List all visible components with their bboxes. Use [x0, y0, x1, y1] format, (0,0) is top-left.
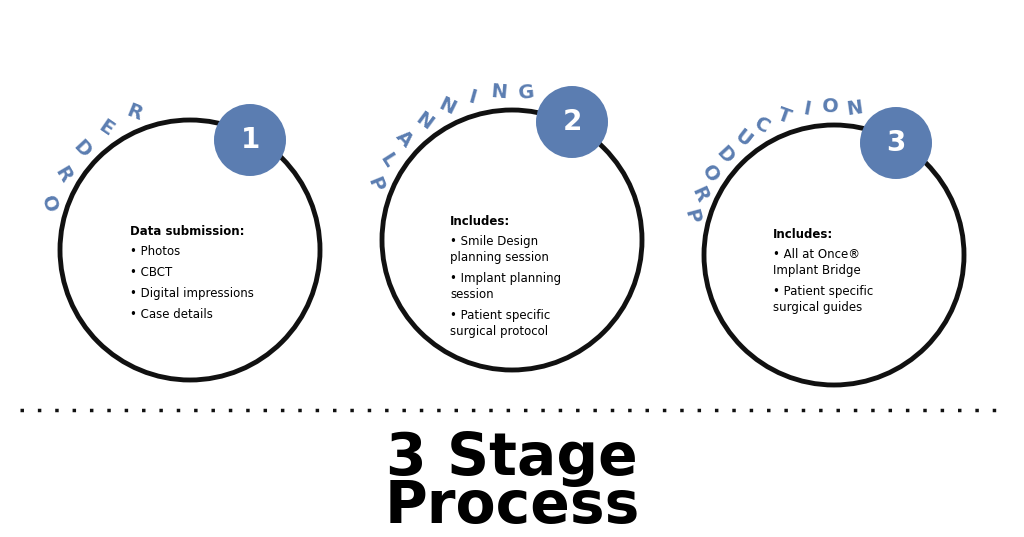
Text: 3 Stage: 3 Stage: [386, 430, 638, 487]
Text: L: L: [376, 150, 398, 171]
Text: P: P: [680, 207, 702, 226]
Text: Data submission:: Data submission:: [130, 225, 245, 238]
Text: I: I: [467, 88, 478, 107]
Text: I: I: [802, 99, 812, 120]
Text: E: E: [95, 117, 117, 140]
Circle shape: [214, 104, 286, 176]
Circle shape: [536, 86, 608, 158]
Text: R: R: [50, 164, 75, 186]
Circle shape: [860, 107, 932, 179]
Text: N: N: [412, 108, 436, 134]
Text: D: D: [713, 142, 737, 167]
Text: R: R: [124, 101, 145, 125]
Text: • Implant planning
session: • Implant planning session: [450, 272, 561, 301]
Text: G: G: [517, 83, 536, 103]
Text: 1: 1: [241, 126, 260, 154]
Text: 2: 2: [562, 108, 582, 136]
Text: • CBCT: • CBCT: [130, 266, 172, 279]
Text: N: N: [435, 95, 459, 119]
Text: O: O: [822, 97, 839, 117]
Text: • All at Once®
Implant Bridge: • All at Once® Implant Bridge: [773, 248, 861, 277]
Text: A: A: [391, 127, 416, 151]
Text: R: R: [687, 184, 711, 205]
Text: Includes:: Includes:: [450, 215, 510, 228]
Text: • Patient specific
surgical protocol: • Patient specific surgical protocol: [450, 309, 550, 338]
Text: O: O: [698, 161, 723, 186]
Text: • Photos: • Photos: [130, 245, 180, 258]
Text: • Case details: • Case details: [130, 308, 213, 321]
Text: Includes:: Includes:: [773, 228, 834, 241]
Text: O: O: [38, 193, 60, 215]
Text: N: N: [845, 98, 863, 119]
Text: • Digital impressions: • Digital impressions: [130, 287, 254, 300]
Text: P: P: [364, 175, 386, 195]
Text: 3: 3: [887, 129, 905, 157]
Text: N: N: [490, 82, 508, 103]
Text: C: C: [752, 114, 773, 137]
Text: • Patient specific
surgical guides: • Patient specific surgical guides: [773, 285, 873, 314]
Text: T: T: [774, 105, 794, 127]
Text: U: U: [730, 126, 755, 151]
Text: • Smile Design
planning session: • Smile Design planning session: [450, 235, 549, 264]
Text: D: D: [70, 137, 94, 162]
Text: Process: Process: [384, 478, 640, 535]
